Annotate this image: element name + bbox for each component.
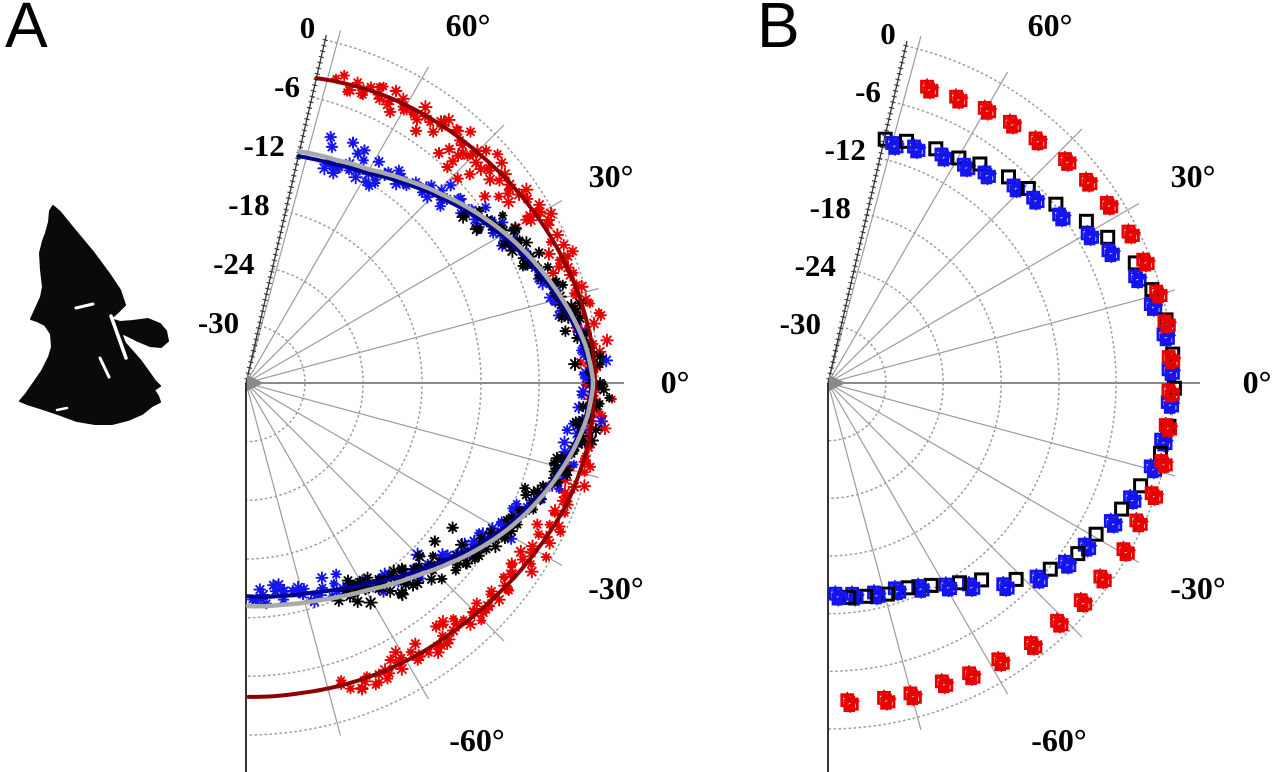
db-tick-label: -6 [855, 74, 881, 109]
panel-b-label: B [757, 0, 800, 61]
db-axis [244, 34, 328, 384]
bat-silhouette [19, 205, 169, 425]
angle-tick-label: -30° [588, 570, 643, 606]
db-tick-label: -12 [825, 132, 866, 167]
polar-plot-b: 0 -6 -12 -18 -24 -30 60° 30° 0° -30° -60° [780, 7, 1272, 772]
series-red-fit-line [246, 76, 597, 699]
angle-tick-label: 60° [446, 7, 491, 43]
series-blue-square-clusters [828, 131, 1182, 607]
panel-a-label: A [5, 0, 48, 61]
db-tick-label: -12 [243, 128, 284, 163]
series-gray-fit-line [245, 149, 596, 609]
db-tick-label: -6 [274, 69, 300, 104]
vertex-marker [829, 375, 846, 391]
angle-tick-label: 0° [1243, 364, 1272, 400]
db-tick-label: -18 [228, 187, 269, 222]
vertex-marker [247, 375, 264, 391]
db-rings [245, 39, 599, 736]
angle-tick-labels: 60° 30° 0° -30° -60° [1028, 7, 1272, 758]
angle-tick-label: 30° [589, 158, 634, 194]
angle-tick-label: 30° [1171, 158, 1216, 194]
db-tick-label: -24 [795, 248, 836, 283]
angle-tick-label: 0° [661, 364, 690, 400]
db-rings [827, 45, 1175, 730]
db-tick-label: -24 [213, 246, 254, 281]
angle-tick-label: 60° [1028, 7, 1073, 43]
angle-tick-label: -60° [1031, 722, 1086, 758]
angle-tick-label: -60° [449, 722, 504, 758]
db-tick-label: 0 [880, 16, 896, 51]
db-tick-label: -30 [780, 306, 821, 341]
polar-grid-a [244, 30, 624, 772]
db-tick-label: -18 [810, 190, 851, 225]
angle-tick-label: -30° [1170, 570, 1225, 606]
db-tick-labels: 0 -6 -12 -18 -24 -30 [780, 16, 896, 341]
angle-spokes [245, 30, 624, 736]
db-axis [826, 40, 909, 384]
db-tick-label: -30 [198, 305, 239, 340]
db-tick-labels: 0-6 -12 -18 -24 -30 [198, 10, 315, 340]
db-tick-label: 0 [300, 10, 316, 45]
angle-tick-labels: 60° 30° 0° -30° -60° [446, 7, 690, 758]
polar-plot-a: 0-6 -12 -18 -24 -30 60° 30° 0° -30° -60° [198, 7, 690, 772]
series-red-square-clusters [840, 78, 1182, 713]
